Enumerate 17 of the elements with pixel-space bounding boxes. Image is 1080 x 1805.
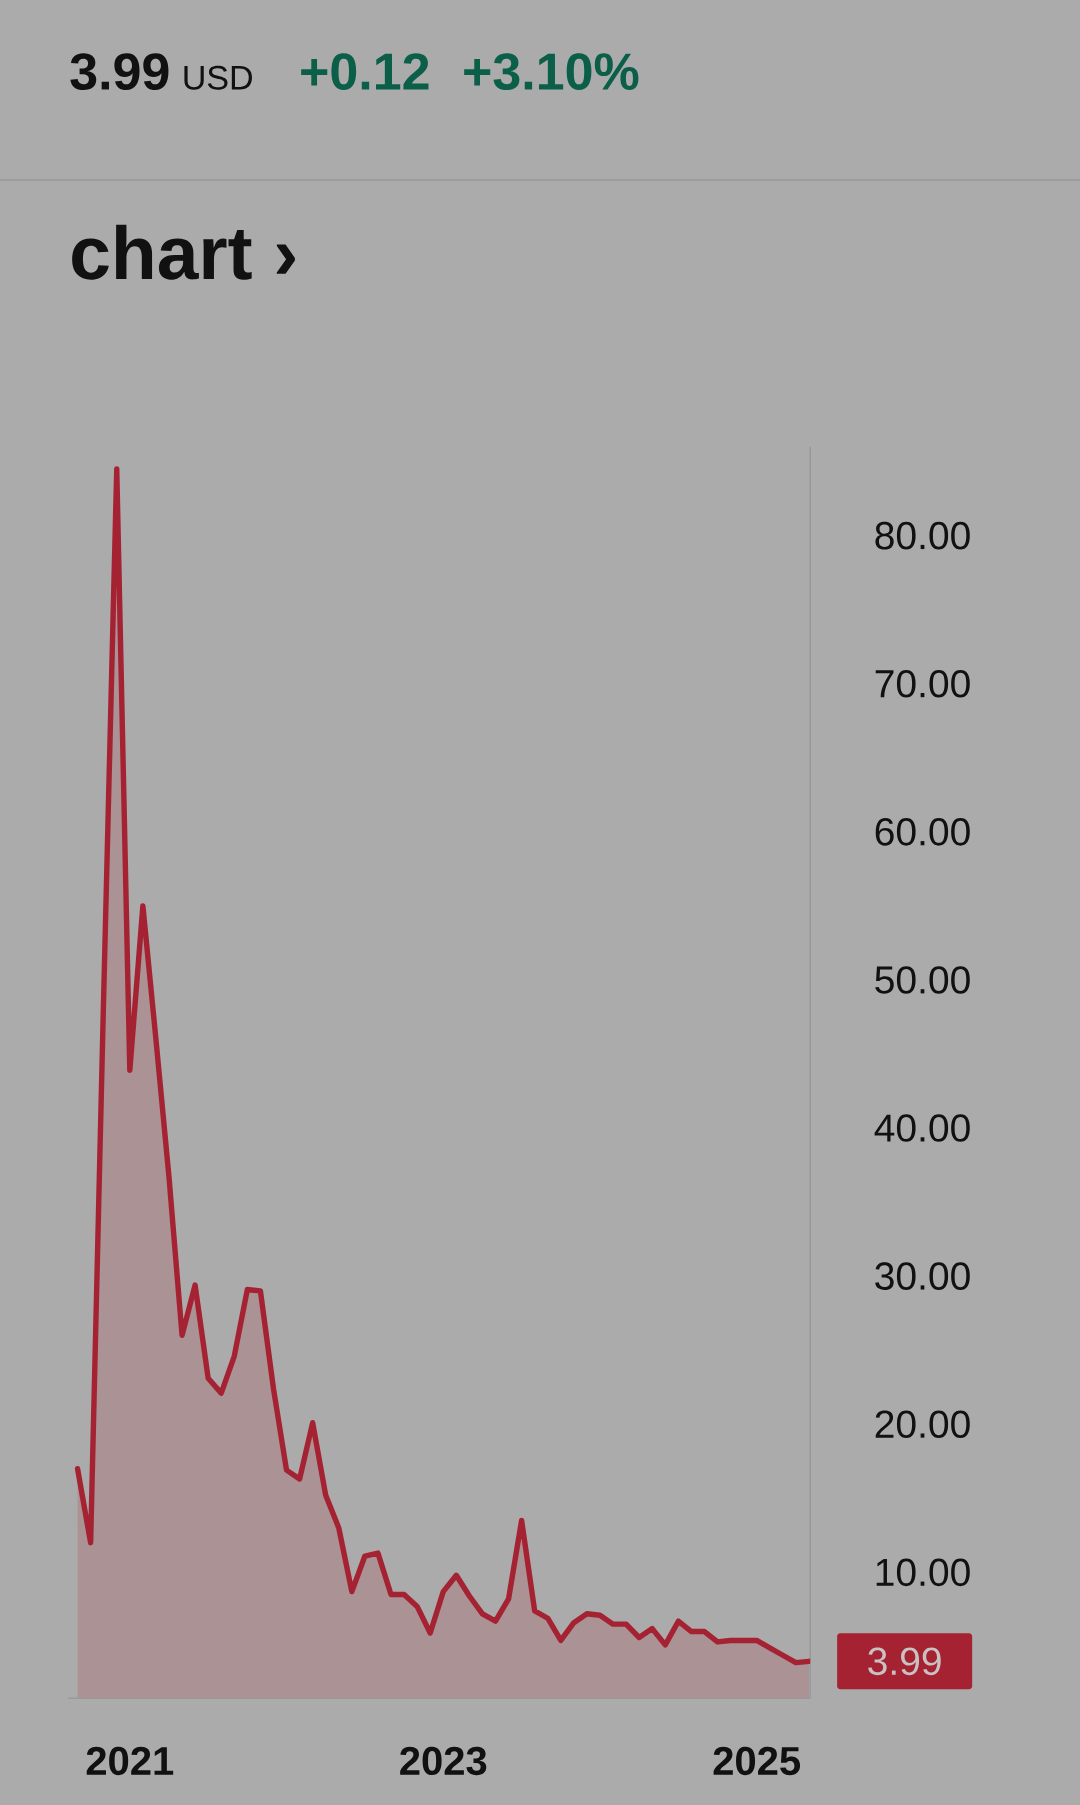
chart-title: chart › <box>72 224 295 280</box>
y-tick-label: 20.00 <box>875 1410 970 1439</box>
y-tick-label: 60.00 <box>875 818 970 846</box>
x-tick-label: 2025 <box>713 1746 801 1776</box>
text: USD <box>184 65 252 90</box>
y-tick-label: 80.00 <box>875 521 970 550</box>
y-tick-label: 70.00 <box>875 669 970 698</box>
text: +3.10% <box>464 53 639 91</box>
y-tick-label: 10.00 <box>876 1558 970 1587</box>
text: 3.99 <box>70 53 169 91</box>
text: +0.12 <box>301 53 429 90</box>
y-tick-label: 30.00 <box>875 1262 970 1290</box>
x-tick-label: 2021 <box>86 1746 174 1776</box>
y-tick-label: 50.00 <box>875 966 970 994</box>
annotation: 3.99 <box>868 1647 941 1676</box>
y-tick-label: 40.00 <box>874 1114 970 1142</box>
x-tick-label: 2023 <box>400 1746 487 1776</box>
